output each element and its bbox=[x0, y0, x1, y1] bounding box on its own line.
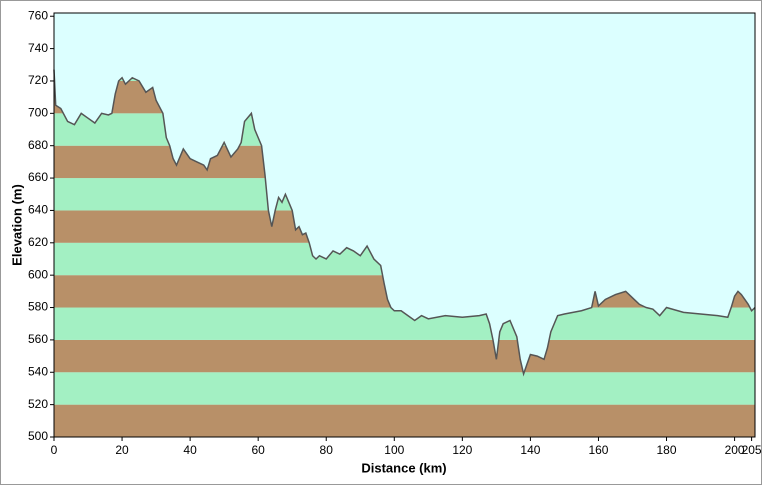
y-tick-label: 600 bbox=[28, 267, 48, 281]
x-tick-label: 205 bbox=[742, 443, 762, 457]
x-tick-label: 0 bbox=[51, 443, 58, 457]
y-axis-title: Elevation (m) bbox=[9, 184, 24, 266]
x-tick-label: 180 bbox=[657, 443, 677, 457]
x-tick-label: 40 bbox=[183, 443, 197, 457]
profile-line bbox=[53, 69, 756, 377]
plot-border bbox=[53, 12, 756, 438]
x-axis-title: Distance (km) bbox=[361, 460, 446, 475]
x-tick-label: 160 bbox=[588, 443, 608, 457]
x-tick-label: 200 bbox=[725, 443, 745, 457]
y-tick-label: 680 bbox=[28, 138, 48, 152]
x-tick-label: 140 bbox=[520, 443, 540, 457]
x-tick-label: 120 bbox=[452, 443, 472, 457]
y-tick-label: 640 bbox=[28, 203, 48, 217]
y-tick-label: 760 bbox=[28, 8, 48, 22]
y-tick-label: 500 bbox=[28, 429, 48, 443]
y-tick-label: 580 bbox=[28, 300, 48, 314]
x-tick-label: 80 bbox=[320, 443, 334, 457]
y-tick-label: 560 bbox=[28, 332, 48, 346]
y-tick-label: 540 bbox=[28, 364, 48, 378]
elevation-band bbox=[54, 404, 755, 437]
x-tick-label: 60 bbox=[251, 443, 265, 457]
y-tick-label: 720 bbox=[28, 73, 48, 87]
x-tick-label: 100 bbox=[384, 443, 404, 457]
y-tick-label: 700 bbox=[28, 106, 48, 120]
x-tick-label: 20 bbox=[115, 443, 129, 457]
y-tick-label: 740 bbox=[28, 41, 48, 55]
y-tick-label: 660 bbox=[28, 170, 48, 184]
elevation-band bbox=[54, 372, 755, 405]
y-tick-label: 620 bbox=[28, 235, 48, 249]
y-tick-label: 520 bbox=[28, 397, 48, 411]
elevation-band bbox=[54, 339, 755, 373]
